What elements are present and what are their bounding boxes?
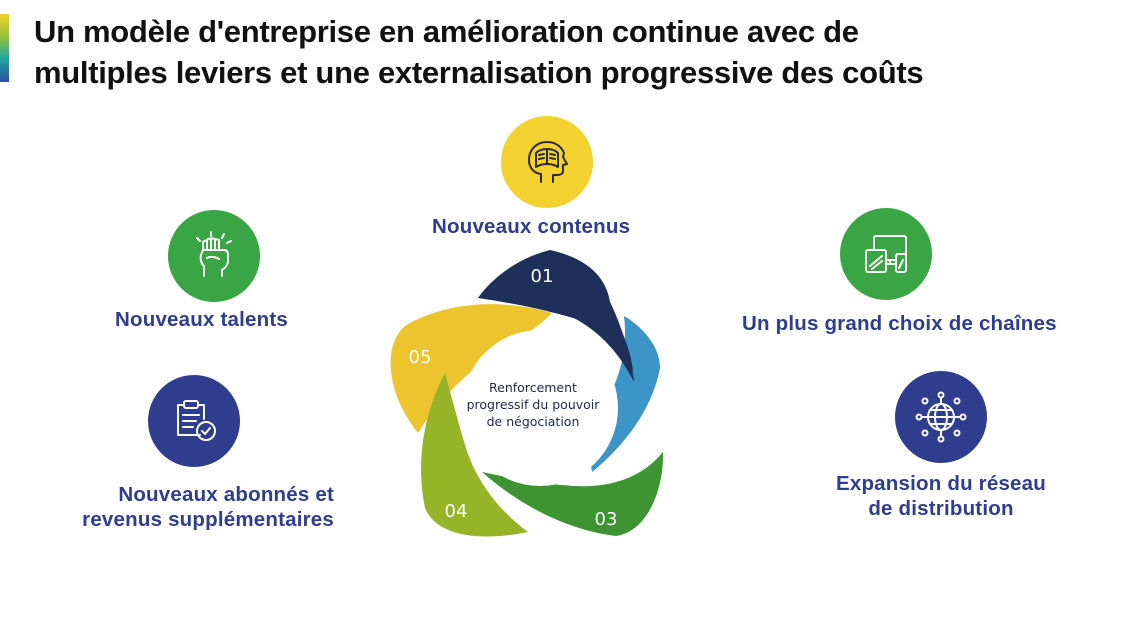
cycle-step-02: 02 [659, 366, 682, 387]
cycle-step-01: 01 [531, 266, 554, 287]
page-title: Un modèle d'entreprise en amélioration c… [34, 11, 1114, 93]
title-accent-bar [0, 14, 9, 82]
abonnes-icon-circle [148, 375, 240, 467]
talents-icon-circle [168, 210, 260, 302]
lever-reseau-label: Expansion du réseau de distribution [820, 471, 1062, 521]
cycle-center-line-3: de négociation [486, 414, 580, 429]
lever-reseau-line-2: de distribution [868, 497, 1014, 520]
cycle-hub [462, 330, 618, 486]
reseau-icon-circle [895, 371, 987, 463]
clipboard-check-icon [177, 400, 216, 441]
cycle-petal-04 [421, 373, 528, 537]
lever-abonnes-label: Nouveaux abonnés et revenus supplémentai… [42, 482, 334, 532]
cycle-step-05: 05 [409, 347, 432, 368]
lever-contenus-label: Nouveaux contenus [432, 215, 631, 238]
cycle-center-line-1: Renforcement [489, 380, 577, 395]
title-line-1: Un modèle d'entreprise en amélioration c… [34, 14, 859, 49]
cycle-petal-03 [482, 452, 664, 536]
globe-network-icon [915, 391, 967, 443]
lever-abonnes-line-2: revenus supplémentaires [82, 508, 334, 531]
cycle-petal-01-top [478, 250, 634, 382]
cycle-center-line-2: progressif du pouvoir [466, 397, 600, 412]
raised-fist-icon [196, 231, 232, 277]
contenus-icon-circle [501, 116, 593, 208]
cycle-center-text: Renforcement progressif du pouvoir de né… [462, 379, 604, 430]
cycle-step-03: 03 [595, 509, 618, 530]
title-line-2: multiples leviers et une externalisation… [34, 55, 924, 90]
lever-reseau-line-1: Expansion du réseau [835, 472, 1046, 495]
devices-icon [865, 235, 907, 273]
lever-abonnes-line-1: Nouveaux abonnés et [118, 483, 334, 506]
lever-chaines-label: Un plus grand choix de chaînes [742, 312, 1057, 335]
chaines-icon-circle [840, 208, 932, 300]
cycle-diagram: 01 02 03 04 05 [390, 250, 682, 537]
cycle-step-04: 04 [445, 501, 468, 522]
lever-talents-label: Nouveaux talents [115, 308, 288, 331]
head-book-icon [528, 141, 568, 183]
